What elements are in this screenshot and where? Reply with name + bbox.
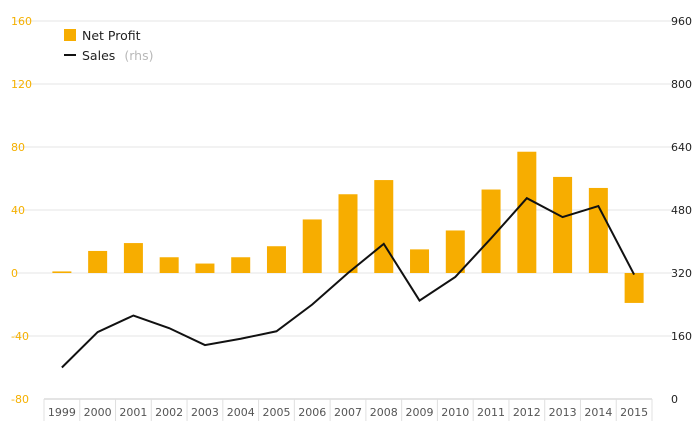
x-tick-label: 2005 bbox=[262, 406, 290, 419]
y-left-tick-label: -40 bbox=[11, 330, 29, 343]
y-left-tick-label: -80 bbox=[11, 393, 29, 406]
bar-series-net-profit bbox=[52, 151, 644, 303]
x-tick-label: 1999 bbox=[48, 406, 76, 419]
y-right-tick-label: 320 bbox=[671, 267, 692, 280]
bar bbox=[553, 176, 573, 273]
x-tick-label: 2004 bbox=[227, 406, 255, 419]
bar bbox=[195, 263, 215, 273]
x-tick-label: 2011 bbox=[477, 406, 505, 419]
x-tick-label: 2015 bbox=[620, 406, 648, 419]
line-series-sales bbox=[61, 196, 636, 369]
x-tick-label: 2006 bbox=[298, 406, 326, 419]
x-tick-label: 2002 bbox=[155, 406, 183, 419]
axes: -80 -40 0 40 80 120 160 0 160 320 480 640 800 960 1999… bbox=[11, 15, 692, 421]
bar bbox=[445, 230, 465, 273]
bar bbox=[624, 273, 644, 303]
x-tick-label: 2010 bbox=[441, 406, 469, 419]
bar bbox=[266, 246, 286, 273]
y-left-tick-label: 160 bbox=[11, 15, 32, 28]
legend-label-sales-name: Sales bbox=[82, 48, 115, 63]
bar bbox=[588, 187, 608, 273]
y-right-tick-label: 960 bbox=[671, 15, 692, 28]
x-tick-label: 2013 bbox=[549, 406, 577, 419]
bar bbox=[302, 219, 322, 273]
legend: Net Profit Sales (rhs) bbox=[64, 28, 153, 64]
x-tick-label: 2007 bbox=[334, 406, 362, 419]
x-tick-label: 2003 bbox=[191, 406, 219, 419]
bar bbox=[52, 271, 72, 273]
bar bbox=[338, 194, 358, 273]
y-left-tick-label: 80 bbox=[11, 141, 25, 154]
bar bbox=[517, 151, 537, 273]
bar bbox=[88, 250, 108, 273]
y-right-tick-label: 0 bbox=[671, 393, 678, 406]
bar bbox=[231, 257, 251, 273]
bar bbox=[410, 249, 430, 273]
y-right-tick-label: 480 bbox=[671, 204, 692, 217]
gridlines bbox=[14, 20, 672, 337]
x-tick-label: 2012 bbox=[513, 406, 541, 419]
y-right-tick-label: 160 bbox=[671, 330, 692, 343]
y-left-tick-label: 0 bbox=[11, 267, 18, 280]
y-left-tick-label: 120 bbox=[11, 78, 32, 91]
x-tick-label: 2008 bbox=[370, 406, 398, 419]
bar bbox=[374, 180, 394, 273]
bar bbox=[123, 243, 143, 273]
x-tick-label: 2014 bbox=[584, 406, 612, 419]
bar bbox=[481, 189, 501, 273]
legend-label-sales: Sales (rhs) bbox=[82, 45, 153, 64]
x-tick-label: 2000 bbox=[84, 406, 112, 419]
y-right-tick-label: 800 bbox=[671, 78, 692, 91]
x-tick-label: 2001 bbox=[119, 406, 147, 419]
legend-swatch-net-profit bbox=[64, 29, 76, 41]
legend-label-sales-suffix: (rhs) bbox=[124, 48, 153, 63]
bar bbox=[159, 257, 179, 273]
y-left-tick-label: 40 bbox=[11, 204, 25, 217]
y-right-tick-label: 640 bbox=[671, 141, 692, 154]
legend-label-net-profit: Net Profit bbox=[82, 28, 141, 43]
x-tick-label: 2009 bbox=[406, 406, 434, 419]
